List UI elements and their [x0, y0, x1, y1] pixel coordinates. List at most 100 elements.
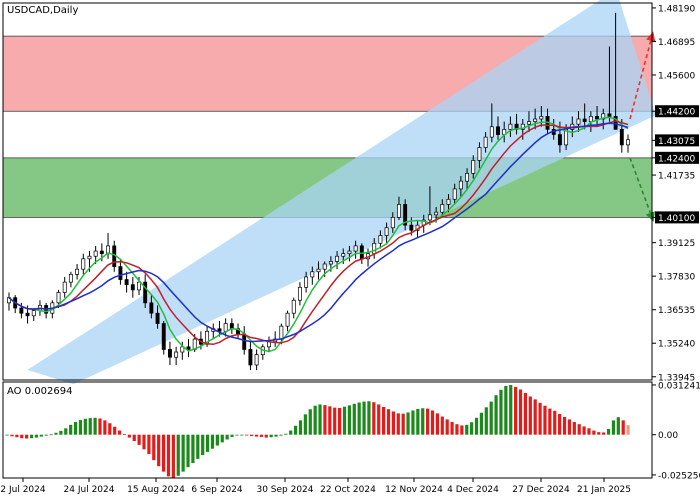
ao-bar: [137, 434, 141, 445]
candle-body: [7, 297, 11, 304]
ao-bar: [347, 405, 351, 435]
candle-body: [99, 250, 104, 254]
candle-body: [347, 250, 352, 254]
ao-bar: [382, 406, 386, 435]
candle-body: [557, 134, 562, 146]
candle: [520, 119, 525, 140]
ma-fast-line: [8, 116, 629, 353]
candle-body: [180, 346, 185, 353]
ao-frame: [2, 381, 653, 479]
ao-tick-label: 0.031241: [658, 381, 700, 391]
candle-body: [397, 204, 401, 218]
ao-bar: [245, 434, 249, 436]
ao-bar: [230, 434, 234, 437]
candle: [31, 308, 36, 321]
ao-bar: [558, 414, 562, 435]
candle-body: [93, 250, 98, 257]
candle-body: [576, 118, 581, 125]
ao-title: AO 0.002694: [7, 386, 73, 397]
ao-bar: [127, 434, 131, 438]
candle-body: [520, 123, 525, 130]
candle: [260, 344, 265, 360]
candle: [489, 103, 494, 143]
candle-body: [25, 312, 30, 317]
ao-bar: [538, 402, 542, 435]
candle: [93, 245, 98, 264]
candle: [595, 106, 600, 127]
candle-body: [137, 281, 141, 291]
candle: [427, 186, 432, 226]
candle: [477, 142, 482, 169]
ao-bar: [152, 434, 156, 461]
ao-bar: [523, 392, 528, 435]
ao-bar: [357, 402, 361, 435]
candle: [229, 318, 234, 334]
ao-bar: [196, 434, 200, 459]
ao-bar: [5, 434, 9, 436]
ao-bar: [44, 434, 48, 436]
candle-body: [223, 323, 228, 332]
candle: [471, 155, 476, 179]
ao-bar: [78, 420, 83, 435]
ao-bar: [342, 406, 347, 435]
candle-body: [533, 118, 538, 122]
candle-body: [335, 255, 340, 262]
candle-body: [378, 235, 383, 244]
candle-body: [595, 116, 600, 120]
ao-bar: [543, 405, 547, 435]
candle-body: [81, 258, 86, 270]
candle-body: [353, 245, 358, 252]
candle: [217, 320, 222, 337]
ao-tick-label: 0.00: [658, 431, 678, 441]
candle-body: [527, 121, 531, 125]
ao-bar: [20, 434, 24, 439]
candle-body: [304, 276, 309, 288]
price-tick-label: 1.37830: [658, 273, 695, 283]
candle: [106, 232, 110, 259]
candle-body: [539, 116, 544, 120]
ao-bar: [176, 434, 180, 476]
price-label: 1.40100: [658, 214, 695, 224]
candle-body: [601, 113, 606, 120]
ao-bar: [435, 413, 439, 435]
candle-body: [341, 253, 346, 257]
candle: [186, 339, 191, 358]
ao-bar: [49, 434, 53, 436]
candle: [465, 168, 470, 189]
candle: [390, 212, 395, 233]
date-tick-label: 27 Dec 2024: [512, 485, 570, 495]
candle: [174, 346, 179, 365]
ao-bar: [15, 434, 19, 438]
candle-body: [242, 333, 247, 350]
date-tick-label: 30 Sep 2024: [256, 485, 313, 495]
price-label-box: [655, 211, 699, 224]
candle-body: [174, 351, 179, 358]
candle: [75, 264, 80, 280]
candle-body: [186, 346, 191, 350]
ao-bar: [484, 407, 488, 435]
ao-bar: [377, 404, 381, 435]
ma-mid-line: [8, 120, 629, 346]
ao-bar: [489, 401, 493, 435]
ao-tick-label: -0.025256: [658, 471, 700, 481]
price-tick-label: 1.39125: [658, 239, 695, 249]
candle-body: [427, 214, 432, 221]
ao-bar: [592, 430, 596, 435]
candle-body: [19, 307, 24, 314]
ao-bar: [289, 430, 293, 435]
price-frame: [2, 2, 653, 381]
candle-body: [496, 126, 500, 135]
candle-body: [291, 299, 296, 314]
ao-bar: [401, 413, 405, 435]
ao-bar: [616, 417, 620, 435]
date-tick-label: 4 Dec 2024: [447, 485, 499, 495]
candle: [582, 103, 587, 130]
candle-body: [607, 113, 612, 117]
ao-bar: [621, 420, 625, 435]
date-tick-label: 12 Nov 2024: [385, 485, 443, 495]
ao-bar: [362, 401, 366, 435]
candle-body: [384, 227, 389, 236]
ao-bar: [132, 434, 136, 442]
ao-bar: [406, 412, 410, 435]
